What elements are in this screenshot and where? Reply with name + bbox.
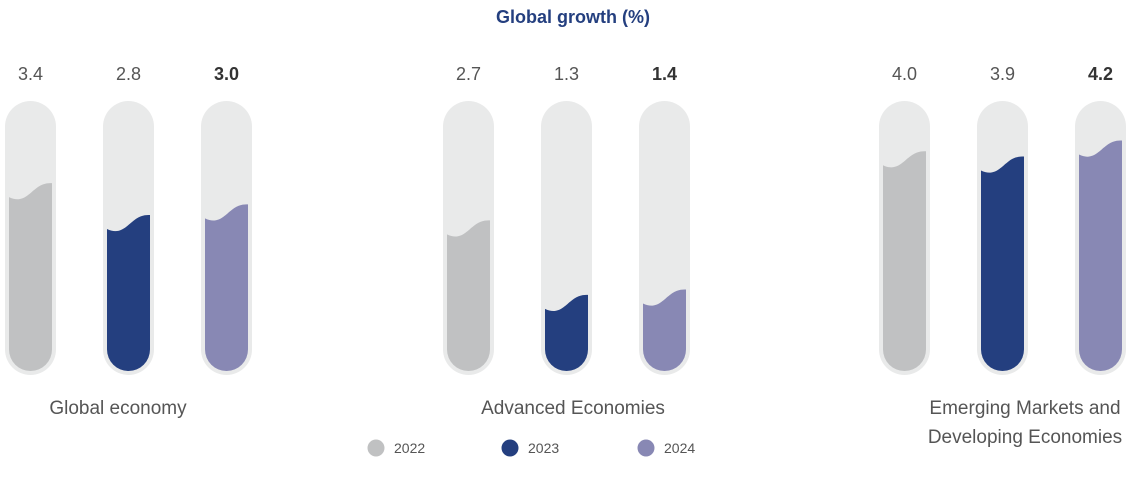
legend-label: 2022 xyxy=(394,440,425,456)
data-label: 3.9 xyxy=(990,64,1015,84)
category-label: Advanced Economies xyxy=(481,398,665,419)
legend-item: 2022 xyxy=(367,439,425,457)
bar-2024 xyxy=(205,204,248,371)
bar-2022 xyxy=(9,183,52,371)
legend-item: 2023 xyxy=(501,439,559,457)
bar-group: 2.7 1.3 1.4 Advanced Economies xyxy=(443,64,690,419)
category-label: Global economy xyxy=(49,398,187,419)
data-label: 4.0 xyxy=(892,64,917,84)
data-label: 2.8 xyxy=(116,64,141,84)
data-label: 1.3 xyxy=(554,64,579,84)
bar-2022 xyxy=(883,151,926,371)
bar-2023 xyxy=(981,156,1024,371)
bar-2022 xyxy=(447,220,490,371)
bar-groups: 3.4 2.8 3.0 Global economy 2.7 1.3 1.4 Advanced… xyxy=(5,64,1126,448)
bar-2024 xyxy=(1079,140,1122,371)
legend-label: 2024 xyxy=(664,440,695,456)
bar-group: 4.0 3.9 4.2 Emerging Markets and Developing … xyxy=(879,64,1126,448)
legend-swatch xyxy=(367,439,385,457)
data-label: 2.7 xyxy=(456,64,481,84)
data-label: 3.4 xyxy=(18,64,43,84)
bar-2024 xyxy=(643,289,686,371)
data-label: 1.4 xyxy=(652,64,677,84)
chart-title: Global growth (%) xyxy=(496,7,650,27)
legend: 2022 2023 2024 xyxy=(367,439,695,457)
bar-2023 xyxy=(107,215,150,371)
data-label: 3.0 xyxy=(214,64,239,84)
legend-item: 2024 xyxy=(637,439,695,457)
legend-swatch xyxy=(501,439,519,457)
legend-swatch xyxy=(637,439,655,457)
bar-2023 xyxy=(545,294,588,371)
legend-label: 2023 xyxy=(528,440,559,456)
bar-group: 3.4 2.8 3.0 Global economy xyxy=(5,64,252,419)
data-label: 4.2 xyxy=(1088,64,1113,84)
category-label: Emerging Markets and Developing Economies xyxy=(928,398,1122,448)
